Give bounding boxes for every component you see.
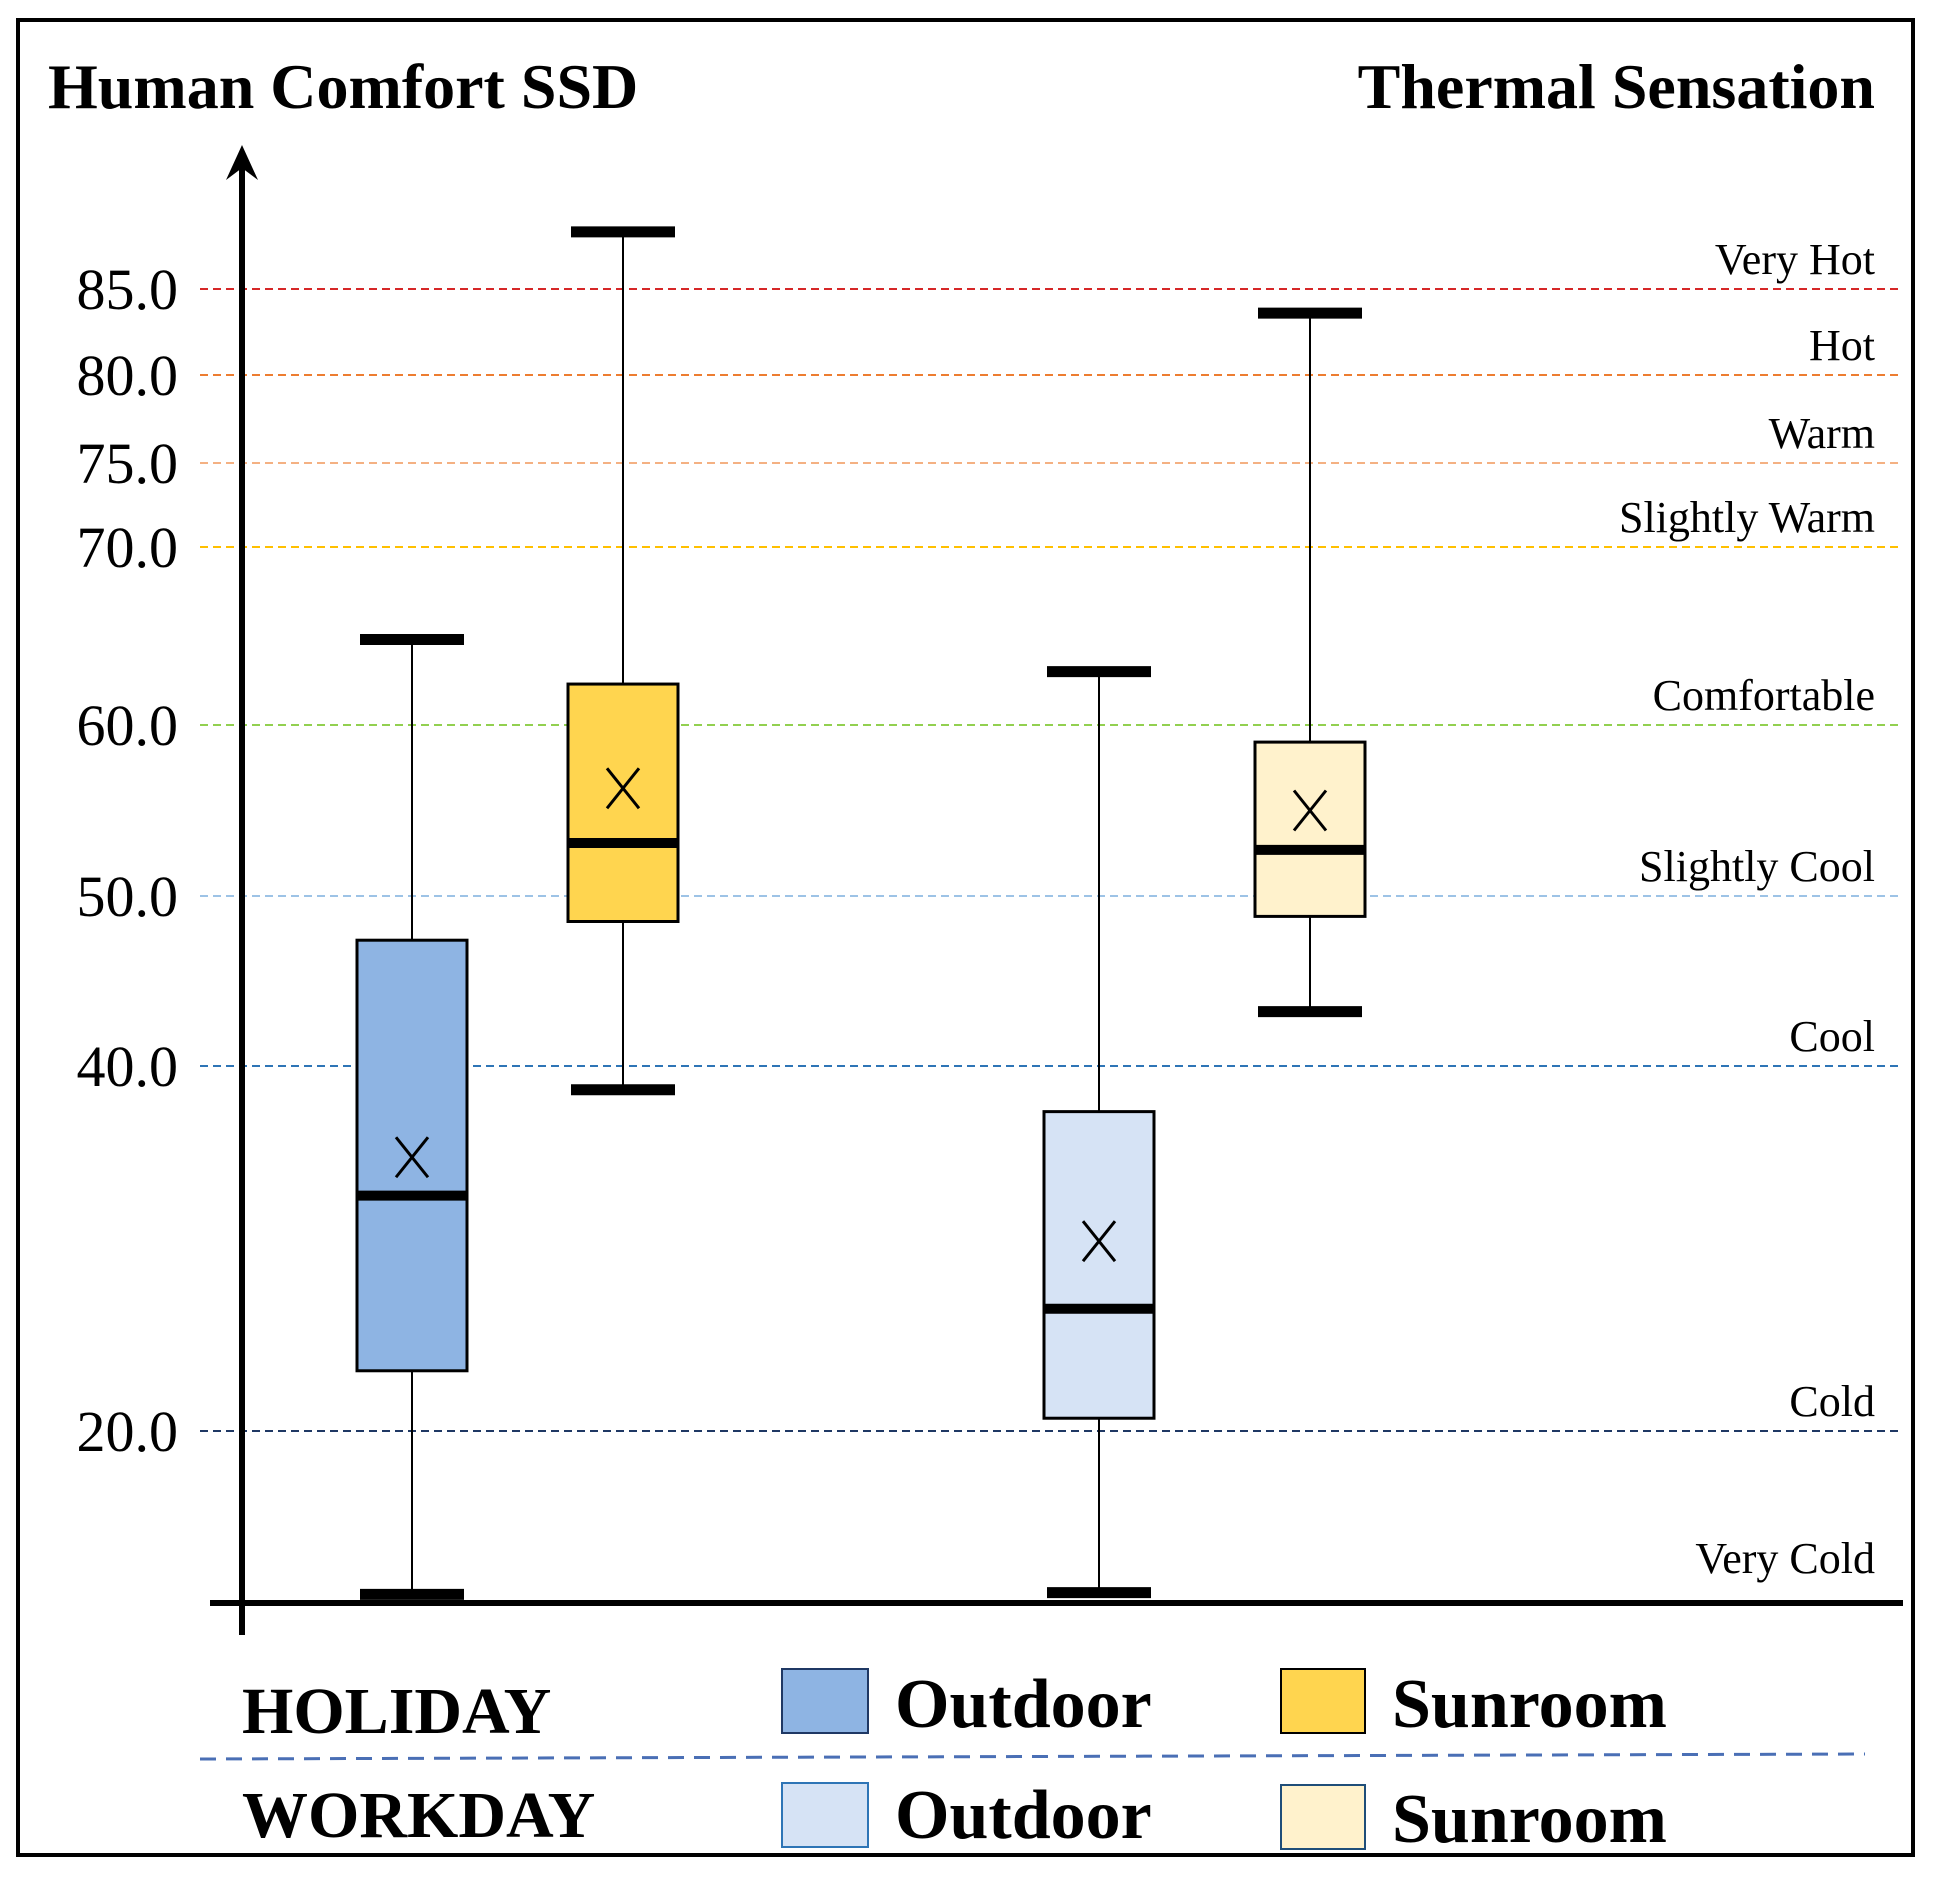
legend: HOLIDAY WORKDAY Outdoor Sunroom Outdoor … <box>199 1666 1866 1858</box>
zone-label-cold: Cold <box>1789 1377 1875 1426</box>
y-tick-label: 70.0 <box>77 515 179 580</box>
zone-label-warm: Warm <box>1769 409 1875 458</box>
zone-label-very-cold: Very Cold <box>1695 1534 1875 1583</box>
zone-label-cool: Cool <box>1789 1012 1875 1061</box>
mean-marker-stroke-b <box>605 767 641 810</box>
mean-marker-stroke-b <box>1081 1220 1117 1263</box>
box-holiday-outdoor <box>355 634 469 1600</box>
mean-marker <box>605 767 641 810</box>
legend-group-holiday: HOLIDAY <box>242 1675 551 1748</box>
iqr-box <box>566 682 680 923</box>
y-axis-arrow-icon <box>226 145 258 180</box>
legend-label-holiday-outdoor: Outdoor <box>895 1666 1152 1743</box>
y-tick-label: 50.0 <box>77 864 179 929</box>
chart-frame <box>16 18 1915 1857</box>
legend-group-workday: WORKDAY <box>242 1779 595 1852</box>
box-workday-outdoor <box>1042 666 1156 1599</box>
y-tick-label: 20.0 <box>77 1399 179 1464</box>
legend-label-holiday-sunroom: Sunroom <box>1392 1666 1667 1743</box>
chart-title-left: Human Comfort SSD <box>48 51 638 122</box>
iqr-box <box>1253 740 1367 918</box>
legend-divider <box>199 1752 1866 1761</box>
zone-label-hot: Hot <box>1809 321 1875 370</box>
mean-marker-stroke-b <box>394 1136 430 1179</box>
iqr-box <box>1042 1110 1156 1420</box>
zone-label-slightly-cool: Slightly Cool <box>1639 842 1875 891</box>
y-tick-label: 60.0 <box>77 693 179 758</box>
legend-swatch-workday-sunroom <box>1280 1784 1366 1850</box>
box-workday-sunroom <box>1253 307 1367 1018</box>
legend-swatch-holiday-outdoor <box>781 1668 869 1734</box>
zone-label-slightly-warm: Slightly Warm <box>1619 493 1875 542</box>
y-tick-label: 80.0 <box>77 343 179 408</box>
legend-swatch-workday-outdoor <box>781 1782 869 1848</box>
mean-marker <box>1081 1220 1117 1263</box>
mean-marker <box>1292 789 1328 832</box>
zone-label-comfortable: Comfortable <box>1653 671 1875 720</box>
y-tick-label: 75.0 <box>77 431 179 496</box>
legend-swatch-holiday-sunroom <box>1280 1668 1366 1734</box>
legend-label-workday-sunroom: Sunroom <box>1392 1781 1667 1858</box>
box-holiday-sunroom <box>566 226 680 1096</box>
chart-title-right: Thermal Sensation <box>1358 51 1875 122</box>
mean-marker-stroke-b <box>1292 789 1328 832</box>
zone-label-very-hot: Very Hot <box>1715 235 1875 284</box>
legend-label-workday-outdoor: Outdoor <box>895 1777 1152 1854</box>
mean-marker <box>394 1136 430 1179</box>
y-tick-label: 40.0 <box>77 1034 179 1099</box>
y-tick-label: 85.0 <box>77 257 179 322</box>
